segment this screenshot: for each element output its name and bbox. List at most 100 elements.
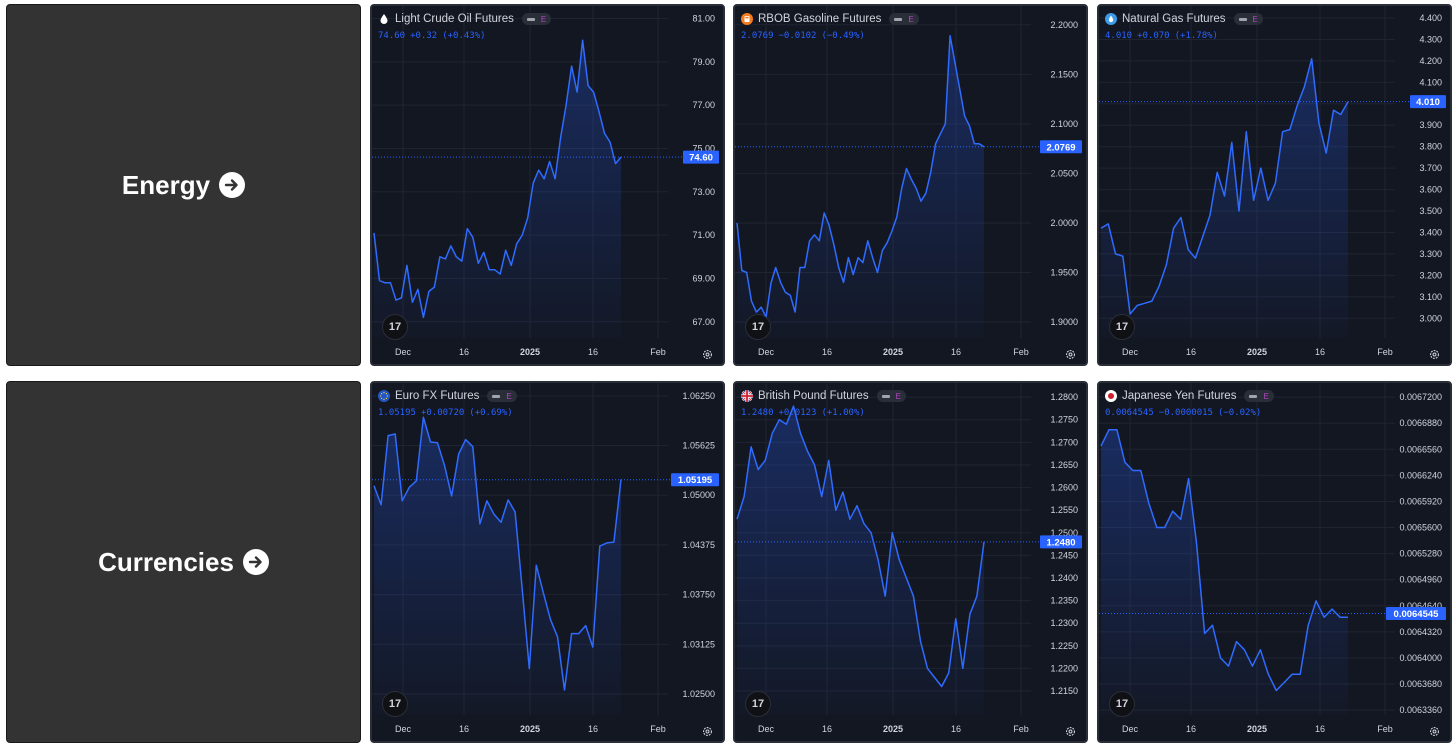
chart-widget[interactable]: 81.00 79.00 77.00 75.00 73.00 71.00 69.00 67.00… <box>370 4 725 366</box>
symbol-title[interactable]: RBOB Gasoline Futures <box>758 13 882 25</box>
x-tick-label: Dec <box>1122 347 1139 357</box>
eu-flag-icon <box>378 390 390 402</box>
title-line: RBOB Gasoline Futures E <box>741 10 1018 28</box>
tradingview-logo-icon[interactable]: 17 <box>745 691 771 717</box>
quote-line: 74.60 +0.32 (+0.43%) <box>378 31 655 41</box>
oil-drop-icon <box>378 13 390 25</box>
price-scale-label: 4.010 <box>1416 97 1440 108</box>
quote-line: 2.0769 −0.0102 (−0.49%) <box>741 31 1018 41</box>
settings-gear-icon[interactable] <box>1428 725 1440 737</box>
tradingview-logo-icon[interactable]: 17 <box>1109 314 1135 340</box>
price-change-percent: (−0.02%) <box>1217 408 1262 418</box>
series-line <box>1100 428 1348 692</box>
symbol-title[interactable]: Natural Gas Futures <box>1122 13 1226 25</box>
price-chart[interactable]: 81.00 79.00 77.00 75.00 73.00 71.00 69.00 67.00… <box>372 6 723 364</box>
price-scale-label: 74.60 <box>689 153 713 164</box>
quote-line: 0.0064545 −0.0000015 (−0.02%) <box>1105 408 1382 418</box>
y-tick-label: 1.2200 <box>1050 663 1078 673</box>
y-tick-label: 1.2350 <box>1050 596 1078 606</box>
y-axis: 1.2800 1.2750 1.2700 1.2650 1.2600 1.2550 1.25… <box>1050 392 1078 696</box>
price-label-box <box>671 473 719 487</box>
x-tick-label: 16 <box>1315 347 1325 357</box>
title-line: Euro FX Futures E <box>378 387 655 405</box>
x-tick-label: 16 <box>1315 724 1325 734</box>
minus-icon <box>894 17 903 21</box>
settings-gear-icon[interactable] <box>701 725 713 737</box>
x-tick-label: Feb <box>1377 347 1393 357</box>
y-tick-label: 1.05625 <box>682 441 715 451</box>
price-change-percent: (+1.00%) <box>821 408 865 418</box>
y-tick-label: 4.300 <box>1419 34 1442 44</box>
y-tick-label: 67.00 <box>692 317 715 327</box>
x-tick-label: Feb <box>650 347 666 357</box>
y-axis: 0.0067200 0.0066880 0.0066560 0.0066240 0.00… <box>1399 392 1442 715</box>
y-tick-label: 0.0064640 <box>1399 601 1442 611</box>
y-tick-label: 1.2400 <box>1050 573 1078 583</box>
tradingview-logo-icon[interactable]: 17 <box>745 314 771 340</box>
e-badge-icon: E <box>540 14 547 24</box>
y-axis: 2.2000 2.1500 2.1000 2.0500 2.0000 1.9500 1.90… <box>1050 20 1078 327</box>
section-title: Currencies <box>98 546 234 577</box>
y-tick-label: 3.000 <box>1419 313 1442 323</box>
settings-gear-icon[interactable] <box>1428 348 1440 360</box>
chart-widget[interactable]: 1.2800 1.2750 1.2700 1.2650 1.2600 1.2550 1.25… <box>733 381 1088 743</box>
x-tick-label: 16 <box>951 347 961 357</box>
price-chart[interactable]: 2.2000 2.1500 2.1000 2.0500 2.0000 1.9500 1.90… <box>735 6 1086 364</box>
price-chart[interactable]: 1.06250 1.05625 1.05000 1.04375 1.03750 1.031… <box>372 383 723 741</box>
section-currencies-button[interactable]: Currencies <box>6 381 361 743</box>
y-tick-label: 1.03125 <box>682 639 715 649</box>
y-tick-label: 2.1000 <box>1050 119 1078 129</box>
uk-flag-icon <box>741 390 753 402</box>
settings-gear-icon[interactable] <box>1064 348 1076 360</box>
y-tick-label: 3.500 <box>1419 206 1442 216</box>
price-label-box <box>1040 140 1082 154</box>
price-change: +0.32 <box>410 31 438 41</box>
price-change-percent: (+0.43%) <box>442 31 486 41</box>
section-energy-button[interactable]: Energy <box>6 4 361 366</box>
x-axis: Dec 16 2025 16 Feb <box>758 347 1029 357</box>
e-badge-icon: E <box>908 14 914 24</box>
series-line <box>373 416 622 691</box>
y-tick-label: 1.2550 <box>1050 505 1078 515</box>
x-axis: Dec 16 2025 16 Feb <box>1122 347 1393 357</box>
chart-widget[interactable]: 0.0067200 0.0066880 0.0066560 0.0066240 0.00… <box>1097 381 1452 743</box>
energy-row: Energy 81.00 79.00 77.00 75.00 73.00 71.00 69.… <box>0 4 1456 366</box>
settings-gear-icon[interactable] <box>701 348 713 360</box>
y-axis: 4.400 4.300 4.200 4.100 3.900 3.800 3.700 3.600… <box>1419 13 1442 323</box>
symbol-title[interactable]: Light Crude Oil Futures <box>395 13 514 25</box>
price-chart[interactable]: 1.2800 1.2750 1.2700 1.2650 1.2600 1.2550 1.25… <box>735 383 1086 741</box>
tradingview-logo-icon[interactable]: 17 <box>1109 691 1135 717</box>
settings-gear-icon[interactable] <box>1064 725 1076 737</box>
y-tick-label: 1.2300 <box>1050 618 1078 628</box>
chart-widget[interactable]: 4.400 4.300 4.200 4.100 3.900 3.800 3.700 3.600… <box>1097 4 1452 366</box>
symbol-title[interactable]: British Pound Futures <box>758 390 869 402</box>
arrow-right-icon <box>242 549 269 575</box>
minus-icon <box>881 394 890 398</box>
series-area <box>737 406 984 715</box>
exchange-pill: E <box>487 390 517 402</box>
tradingview-logo-icon[interactable]: 17 <box>382 691 408 717</box>
symbol-title[interactable]: Japanese Yen Futures <box>1122 390 1237 402</box>
chart-widget[interactable]: 1.06250 1.05625 1.05000 1.04375 1.03750 1.031… <box>370 381 725 743</box>
x-tick-label: Dec <box>395 347 412 357</box>
y-tick-label: 1.9000 <box>1050 317 1078 327</box>
price-chart[interactable]: 4.400 4.300 4.200 4.100 3.900 3.800 3.700 3.600… <box>1099 6 1450 364</box>
y-tick-label: 0.0063680 <box>1399 679 1442 689</box>
y-tick-label: 4.400 <box>1419 13 1442 23</box>
price-label-box <box>683 150 719 164</box>
flame-icon <box>1105 13 1117 25</box>
symbol-title[interactable]: Euro FX Futures <box>395 390 480 402</box>
y-tick-label: 1.06250 <box>682 391 715 401</box>
x-tick-label: Dec <box>395 724 412 734</box>
x-tick-label: 16 <box>459 347 469 357</box>
chart-widget[interactable]: 2.2000 2.1500 2.1000 2.0500 2.0000 1.9500 1.90… <box>733 4 1088 366</box>
y-tick-label: 1.02500 <box>682 689 715 699</box>
tradingview-logo-icon[interactable]: 17 <box>382 314 408 340</box>
y-tick-label: 79.00 <box>692 57 715 67</box>
x-tick-label: 2025 <box>520 347 540 357</box>
price-label-box <box>1386 607 1446 621</box>
japan-flag-icon <box>1105 390 1117 402</box>
y-tick-label: 3.100 <box>1419 292 1442 302</box>
x-tick-label: Feb <box>650 724 666 734</box>
price-chart[interactable]: 0.0067200 0.0066880 0.0066560 0.0066240 0.00… <box>1099 383 1450 741</box>
